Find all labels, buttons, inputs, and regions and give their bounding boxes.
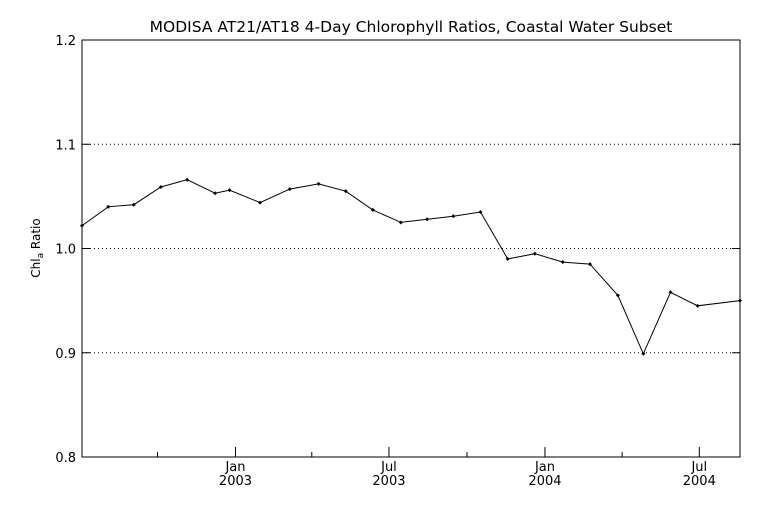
y-tick-label: 0.9 [55, 347, 76, 362]
data-point [213, 191, 218, 196]
y-axis-label-subscript: a [36, 253, 46, 259]
y-axis-label: Chla Ratio [29, 218, 46, 277]
x-tick-month-label: Jan [534, 460, 555, 475]
y-axis-label-main: Chl [29, 258, 43, 277]
data-point [560, 260, 565, 265]
data-point [738, 298, 742, 303]
y-tick-label: 1.1 [55, 138, 76, 153]
grid-lines [82, 143, 740, 354]
data-point [425, 217, 430, 222]
x-tick-month-label: Jul [380, 460, 397, 475]
data-point [641, 351, 646, 356]
y-tick-label: 1.2 [55, 34, 76, 49]
data-point [505, 256, 510, 261]
data-point [258, 200, 263, 205]
y-axis-label-rest: Ratio [29, 218, 43, 253]
y-tick-label: 0.8 [55, 451, 76, 466]
x-tick-year-label: 2003 [219, 474, 252, 489]
tick-labels: 0.80.91.01.11.2Jan2003Jul2003Jan2004Jul2… [55, 34, 716, 489]
data-point [695, 303, 700, 308]
data-point [370, 207, 375, 212]
series [80, 177, 742, 356]
data-point [158, 184, 163, 189]
data-point [587, 262, 592, 267]
x-tick-year-label: 2004 [528, 474, 561, 489]
data-point [532, 251, 537, 256]
data-point [343, 189, 348, 194]
data-point [478, 210, 483, 215]
series-line [81, 179, 741, 356]
data-point [615, 293, 620, 298]
data-point [287, 187, 292, 192]
data-point [131, 202, 136, 207]
data-point [106, 204, 111, 209]
data-point [451, 214, 456, 219]
x-tick-month-label: Jan [224, 460, 245, 475]
x-tick-year-label: 2004 [683, 474, 716, 489]
data-point [398, 220, 403, 225]
chart-title: MODISA AT21/AT18 4-Day Chlorophyll Ratio… [150, 18, 673, 36]
y-tick-label: 1.0 [55, 243, 76, 258]
x-tick-year-label: 2003 [372, 474, 405, 489]
data-point [80, 223, 84, 228]
data-point [185, 177, 190, 182]
data-point [227, 188, 232, 193]
data-point [316, 181, 321, 186]
x-tick-month-label: Jul [690, 460, 707, 475]
data-point [668, 290, 673, 295]
axis-ticks [82, 39, 740, 458]
